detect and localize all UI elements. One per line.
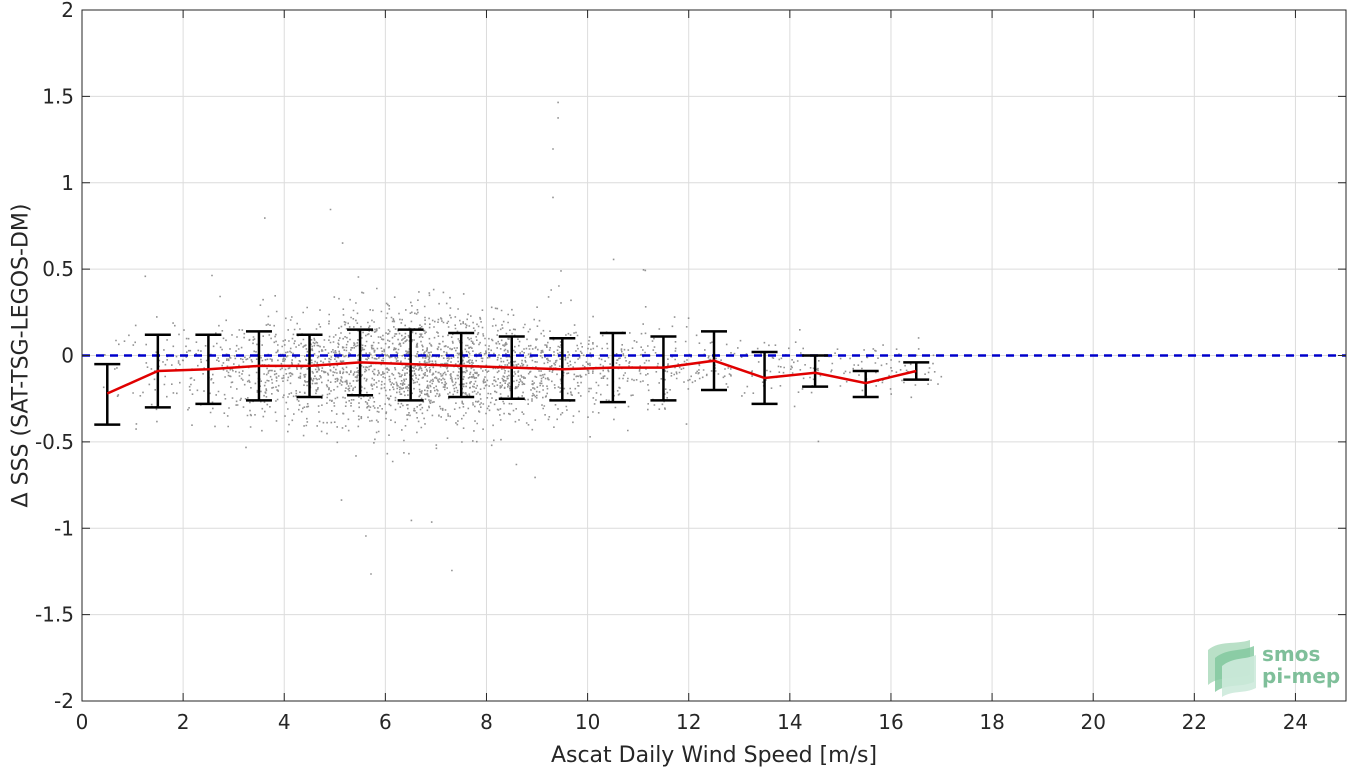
smos-pi-mep-logo: smos pi-mep — [1208, 640, 1340, 697]
y-tick-label: -1.5 — [35, 603, 74, 627]
x-tick-label: 6 — [379, 710, 392, 734]
x-tick-label: 14 — [777, 710, 802, 734]
mean-line — [106, 359, 917, 395]
logo-waves-icon — [1208, 640, 1256, 697]
logo-text-line2: pi-mep — [1262, 664, 1340, 688]
x-tick-label: 0 — [76, 710, 89, 734]
y-tick-label: -1 — [54, 516, 74, 540]
x-tick-label: 2 — [177, 710, 190, 734]
y-tick-label: 1.5 — [42, 84, 74, 108]
y-tick-label: -0.5 — [35, 430, 74, 454]
scatter-points — [102, 101, 943, 575]
y-tick-label: 1 — [61, 171, 74, 195]
x-tick-label: 10 — [575, 710, 600, 734]
x-tick-label: 4 — [278, 710, 291, 734]
x-tick-label: 20 — [1080, 710, 1105, 734]
x-tick-label: 12 — [676, 710, 701, 734]
scatter-point-cloud — [102, 101, 943, 575]
x-tick-label: 8 — [480, 710, 493, 734]
axis-ticks: 0 2 4 6 8 10 12 14 16 18 20 22 24-2-1.5-1-0.500.511.… — [35, 0, 1346, 734]
y-tick-label: -2 — [54, 689, 74, 713]
mean-series — [94, 328, 930, 426]
y-tick-label: 0.5 — [42, 257, 74, 281]
y-tick-label: 2 — [61, 0, 74, 22]
x-tick-label: 24 — [1283, 710, 1308, 734]
x-tick-label: 22 — [1182, 710, 1207, 734]
logo-text-line1: smos — [1262, 642, 1320, 666]
x-tick-label: 18 — [979, 710, 1004, 734]
y-tick-label: 0 — [61, 344, 74, 368]
x-tick-label: 16 — [878, 710, 903, 734]
x-axis-label: Ascat Daily Wind Speed [m/s] — [551, 743, 877, 768]
y-axis-label: Δ SSS (SAT-TSG-LEGOS-DM) — [9, 204, 34, 508]
